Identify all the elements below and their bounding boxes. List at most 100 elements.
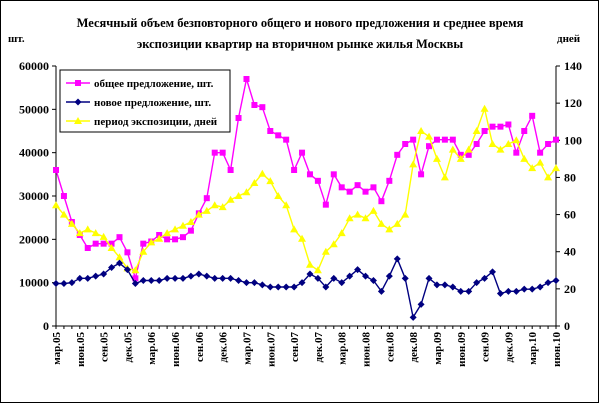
series-1-point (481, 128, 488, 134)
series-3-point (488, 140, 497, 147)
series-2-point (92, 272, 100, 280)
x-tick-label: сен.05 (99, 332, 111, 362)
series-2-point (314, 274, 322, 282)
series-2-point (393, 255, 401, 263)
x-tick-label: мар.06 (146, 332, 158, 365)
series-1-point (179, 234, 186, 241)
series-2-point (155, 277, 163, 284)
series-3-point (178, 221, 187, 229)
series-1-point (465, 151, 472, 158)
series-2-point (60, 280, 68, 288)
legend-marker (74, 117, 82, 124)
series-1-point (53, 167, 59, 173)
series-1-point (513, 149, 520, 156)
legend-label: общее предложение, шт. (94, 78, 214, 90)
series-3-point (298, 234, 307, 242)
x-tick-label: июн.05 (75, 332, 87, 367)
series-1-point (505, 121, 512, 128)
series-2-point (203, 272, 211, 280)
legend-marker (75, 80, 81, 86)
series-2-point (163, 274, 171, 282)
y-left-tick-label: 20000 (19, 232, 49, 246)
series-2-point (552, 277, 560, 284)
series-1-point (529, 112, 536, 119)
series-1-point (441, 136, 448, 143)
series-3-point (536, 158, 545, 166)
series-1-point (243, 76, 250, 82)
series-1-point (172, 236, 179, 243)
x-tick-label: сен.08 (384, 332, 396, 362)
y-left-tick-label: 40000 (19, 146, 49, 160)
y-left-tick-label: 0 (43, 319, 49, 333)
series-3-point (234, 192, 243, 199)
series-2-point (171, 274, 179, 282)
series-2-point (250, 279, 258, 287)
x-tick-label: июн.06 (170, 332, 182, 367)
series-3-point (226, 195, 235, 203)
series-3-point (417, 127, 426, 134)
series-1-point (211, 149, 218, 156)
series-1-point (219, 149, 226, 156)
series-1-point (426, 143, 433, 150)
series-3-point (131, 266, 140, 274)
series-1-point (330, 171, 337, 178)
y-right-axis-label: дней (557, 33, 581, 45)
series-2-point (52, 280, 60, 288)
series-2-point (108, 264, 116, 271)
series-2-point (504, 287, 512, 295)
series-3-point (218, 203, 227, 211)
series-3-point (59, 210, 68, 218)
series-3-point (266, 177, 275, 185)
y-left-tick-label: 10000 (19, 276, 49, 290)
x-tick-label: июн.10 (551, 332, 563, 367)
x-tick-label: сен.06 (194, 332, 206, 362)
chart-title-line-2: экспозиции квартир на вторичном рынке жи… (137, 37, 464, 51)
y-right-tick-label: 120 (564, 96, 582, 110)
series-2-point (433, 281, 441, 289)
series-1-point (457, 151, 464, 158)
series-3-point (274, 192, 283, 199)
x-tick-label: дек.08 (408, 332, 420, 363)
y-left-tick-label: 50000 (19, 102, 49, 116)
series-2-point (520, 285, 528, 293)
series-1-point (92, 240, 99, 247)
series-2-point (385, 272, 393, 280)
series-1-point (537, 149, 544, 156)
x-tick-label: мар.08 (337, 332, 349, 365)
series-1-point (140, 240, 147, 247)
x-tick-label: июн.09 (456, 332, 468, 367)
series-1-point (306, 171, 313, 178)
series-2-point (457, 287, 465, 295)
legend-marker (74, 98, 82, 106)
series-3-line (55, 106, 557, 272)
series-3-point (440, 173, 449, 181)
x-tick-label: дек.06 (218, 332, 230, 363)
series-3-point (258, 169, 267, 177)
series-3-point (139, 247, 148, 255)
series-3-point (472, 127, 481, 134)
y-left-tick-label: 60000 (19, 59, 49, 73)
series-1-point (545, 141, 552, 147)
series-2-point (266, 283, 274, 291)
series-2-point (68, 279, 76, 287)
series-1-point (235, 115, 242, 121)
series-3-point (115, 253, 124, 261)
y-left-axis-label: шт. (8, 33, 25, 45)
series-3-point (163, 229, 172, 237)
series-1-point (203, 195, 210, 202)
series-2-point (131, 280, 139, 288)
series-2-line (56, 257, 557, 320)
series-3-point (171, 225, 180, 233)
series-3-point (202, 206, 211, 214)
series-2-point (536, 283, 544, 291)
chart-title-line-1: Месячный объем безповторного общего и но… (77, 16, 524, 30)
series-3-point (75, 229, 84, 237)
y-right-tick-label: 20 (564, 282, 576, 296)
series-3-point (512, 136, 521, 144)
series-3-point (448, 145, 457, 153)
series-1-point (418, 171, 425, 178)
series-1-point (433, 136, 440, 143)
series-2-point (401, 274, 409, 282)
series-2-point (409, 313, 417, 321)
